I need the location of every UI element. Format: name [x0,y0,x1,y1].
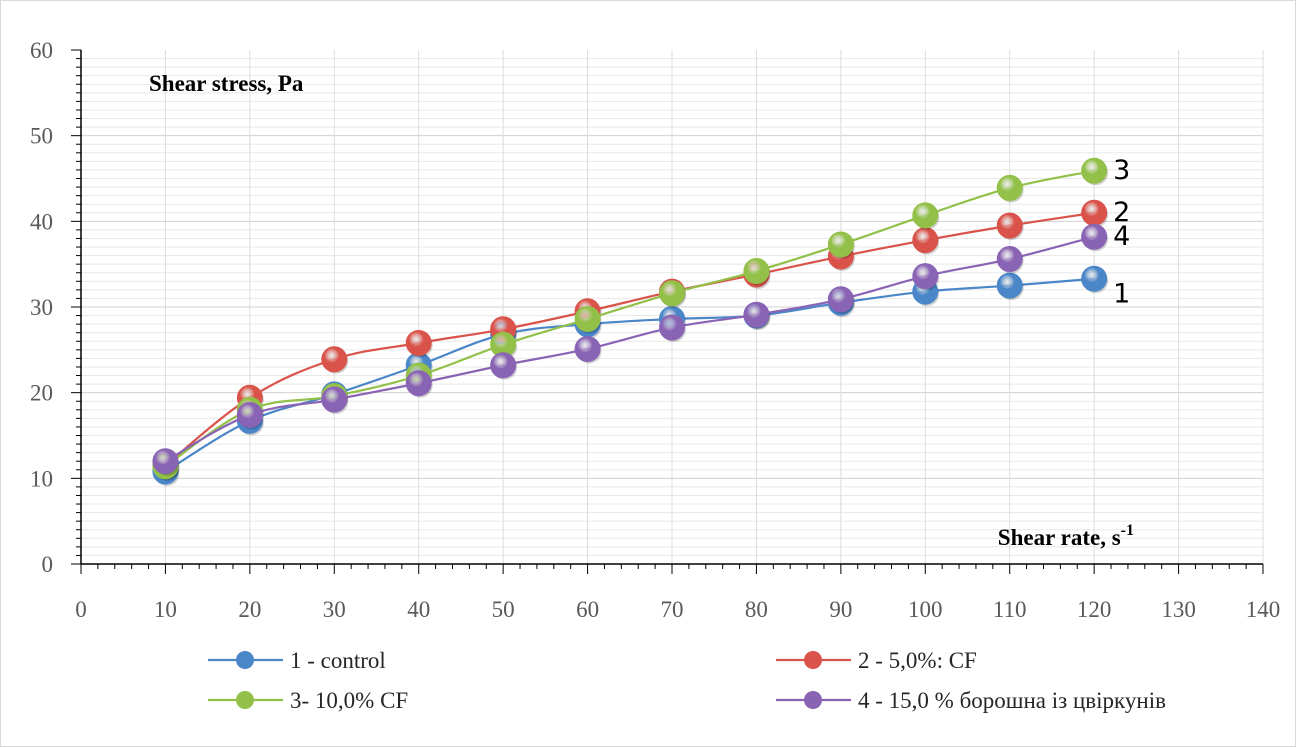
x-tick-label: 20 [238,597,261,622]
x-tick-label: 140 [1246,597,1281,622]
data-point [912,227,939,254]
series-3 [152,157,1109,481]
x-tick-label: 60 [576,597,599,622]
series-end-label: 1 [1113,279,1130,310]
data-point [659,280,685,307]
x-tick-label: 100 [908,597,943,622]
data-point [405,370,432,397]
grid-layer [81,50,1264,564]
data-point [321,386,348,413]
legend: 1 - control 2 - 5,0%: CF 3- 10,0% CF 4 - 15… [208,648,1166,713]
data-point [321,346,348,373]
series-end-label: 2 [1113,197,1130,228]
legend-marker [804,651,822,669]
data-point [1081,157,1108,184]
legend-marker [236,691,254,709]
x-tick-label: 40 [407,597,430,622]
data-point [912,202,939,229]
legend-marker [236,651,254,669]
data-point [490,352,517,379]
legend-label: 1 - control [290,648,386,673]
x-tick-label: 10 [154,597,177,622]
series-line [164,169,1095,468]
data-point [1081,199,1108,226]
series-4 [152,223,1109,476]
data-point [996,246,1023,273]
data-point [912,263,939,290]
data-point [1081,265,1108,292]
y-tick-label: 10 [30,466,53,491]
data-point [236,401,263,428]
x-tick-label: 120 [1077,597,1112,622]
legend-label: 2 - 5,0%: CF [858,648,977,673]
x-axis-title-text: Shear rate, s [998,525,1121,550]
y-tick-label: 30 [30,295,53,320]
x-tick-label: 50 [492,597,515,622]
x-axis-title-superscript: -1 [1121,522,1134,539]
data-point [743,258,770,285]
data-point [996,272,1023,299]
series-end-label: 4 [1113,221,1130,252]
legend-item-4: 4 - 15,0 % борошна із цвіркунів [776,688,1166,713]
y-axis-title: Shear stress, Pa [149,71,304,96]
y-tick-label: 40 [30,209,53,234]
data-point [574,305,601,332]
y-tick-label: 50 [30,124,53,149]
data-point [743,301,770,328]
legend-item-3: 3- 10,0% CF [208,688,408,713]
data-point [827,231,854,258]
legend-label: 3- 10,0% CF [290,688,408,713]
data-point [996,174,1023,201]
y-tick-label: 0 [42,552,54,577]
x-tick-label: 0 [75,597,87,622]
data-point [827,286,854,313]
data-point [996,212,1023,239]
end-label-layer: 1 2 3 4 [1113,155,1130,310]
legend-item-2: 2 - 5,0%: CF [776,648,977,673]
y-tick-label: 60 [30,38,53,63]
series-layer [152,157,1109,486]
x-tick-label: 80 [745,597,768,622]
data-point [152,448,179,475]
series-2 [152,199,1109,480]
legend-marker [804,691,822,709]
data-point [574,335,601,362]
data-point [659,314,685,341]
data-point [1081,223,1108,250]
x-tick-label: 90 [829,597,852,622]
x-tick-label: 130 [1161,597,1196,622]
data-point [405,329,432,356]
x-axis-title: Shear rate, s-1 [998,522,1134,550]
x-tick-label: 30 [323,597,346,622]
x-tick-label: 70 [661,597,684,622]
series-line [164,235,1095,463]
series-end-label: 3 [1113,155,1130,186]
legend-item-1: 1 - control [208,648,386,673]
x-tick-label: 110 [993,597,1027,622]
y-tick-label: 20 [30,381,53,406]
legend-label: 4 - 15,0 % борошна із цвіркунів [858,688,1166,713]
